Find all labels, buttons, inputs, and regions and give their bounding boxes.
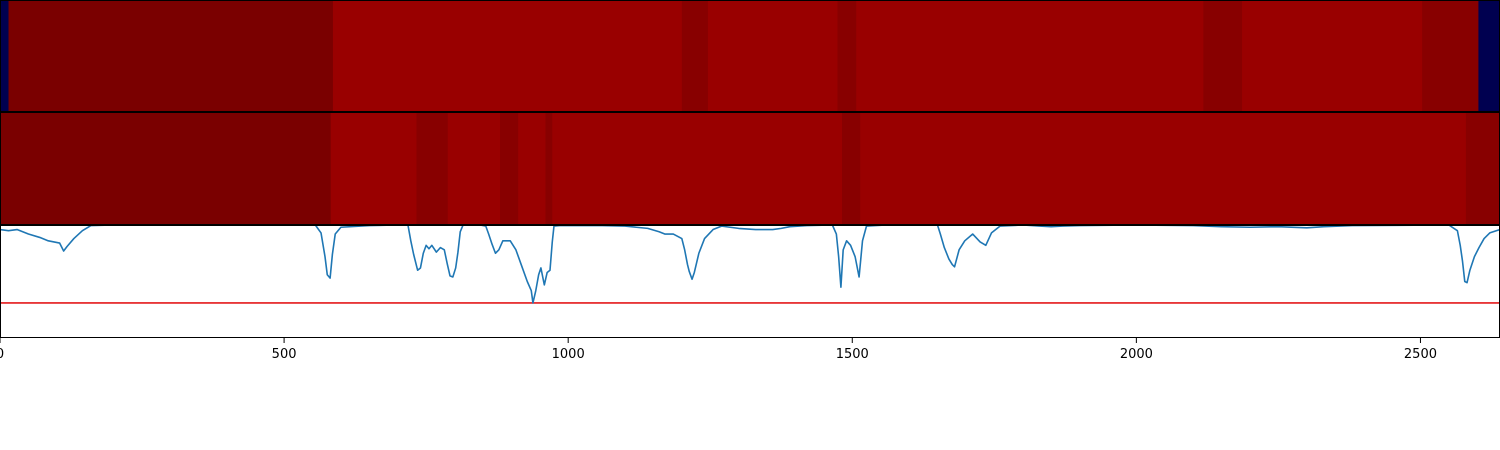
heatmap-cell-2-1 xyxy=(0,112,332,225)
heatmap-cell-2-4 xyxy=(447,112,501,225)
heatmap-cell-2-7 xyxy=(545,112,553,225)
heatmap-cell-1-5 xyxy=(707,0,838,112)
x-tick-label-2500: 2500 xyxy=(1404,347,1437,362)
heatmap-row-top xyxy=(0,0,1500,112)
x-tick-label-0: 0 xyxy=(0,347,4,362)
heatmap-cell-1-7 xyxy=(856,0,1204,112)
heatmap-cell-2-10 xyxy=(860,112,1467,225)
signal-background xyxy=(0,225,1500,338)
signal-panel xyxy=(0,224,1500,338)
x-tick-label-2000: 2000 xyxy=(1120,347,1153,362)
heatmap-cell-2-6 xyxy=(518,112,546,225)
heatmap-cell-1-11 xyxy=(1478,0,1500,112)
heatmap-cell-2-2 xyxy=(330,112,417,225)
heatmap-row-bottom xyxy=(0,112,1500,225)
heatmap-cell-2-8 xyxy=(552,112,843,225)
heatmap-cell-2-11 xyxy=(1465,112,1500,225)
heatmap-cell-2-5 xyxy=(500,112,519,225)
heatmap-cell-2-3 xyxy=(416,112,449,225)
x-tick-label-500: 500 xyxy=(272,347,297,362)
x-axis: 0 500 1000 1500 2000 2500 xyxy=(0,338,1437,362)
heatmap-cell-1-8 xyxy=(1203,0,1243,112)
x-tick-label-1500: 1500 xyxy=(836,347,869,362)
x-tick-label-1000: 1000 xyxy=(552,347,585,362)
heatmap-cell-1-6 xyxy=(837,0,857,112)
heatmap-cell-2-9 xyxy=(842,112,861,225)
heatmap-cell-1-2 xyxy=(8,0,334,112)
heatmap-cell-1-1 xyxy=(0,0,10,112)
heatmap-cell-1-10 xyxy=(1422,0,1479,112)
heatmap-cell-1-3 xyxy=(332,0,683,112)
heatmap-cell-1-4 xyxy=(681,0,709,112)
heatmap-cell-1-9 xyxy=(1242,0,1423,112)
